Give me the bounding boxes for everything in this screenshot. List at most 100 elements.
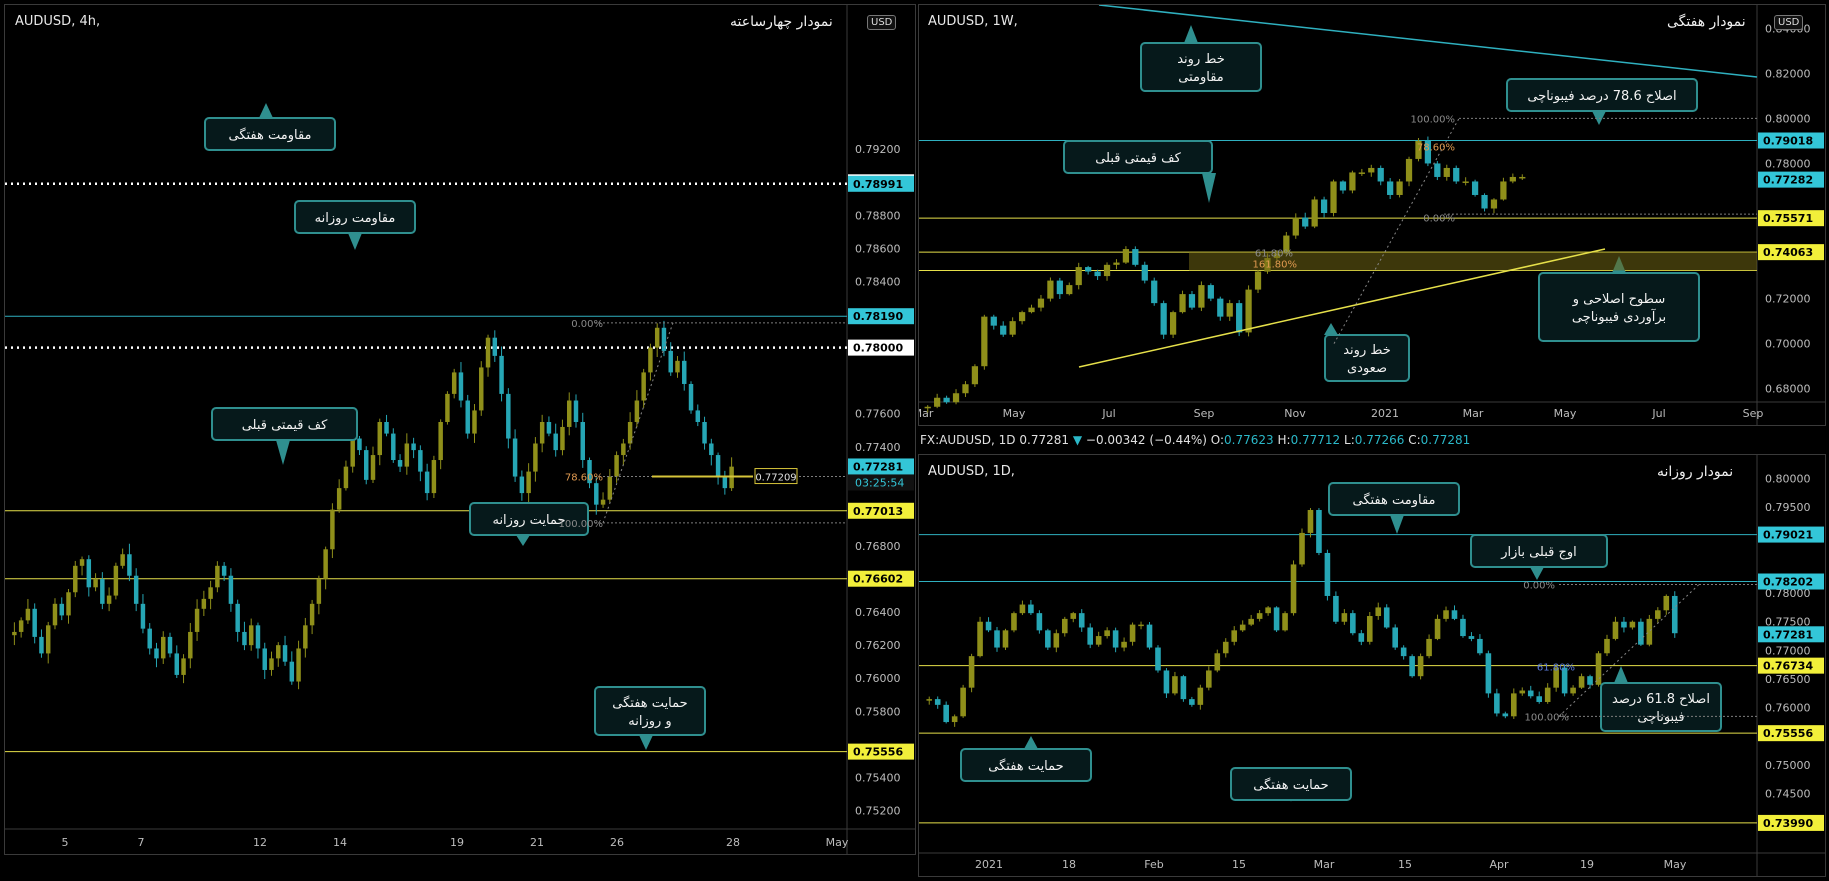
callout[interactable]: مقاومت هفتگی bbox=[204, 103, 336, 151]
callout-text: خط روند bbox=[1177, 52, 1225, 67]
candle-body bbox=[943, 397, 950, 403]
candle-body bbox=[296, 648, 301, 682]
currency-badge-1w[interactable]: USD bbox=[1774, 15, 1804, 30]
callout[interactable]: حمایت هفتگی bbox=[1230, 767, 1352, 802]
candle-body bbox=[1037, 298, 1045, 308]
candle-body bbox=[1595, 653, 1602, 685]
chart-panel-4h[interactable]: 0.79200 0.78800 0.78600 0.78400 0.77600 0.774… bbox=[4, 4, 916, 855]
candle-body bbox=[1358, 172, 1365, 174]
chart-1w-name: نمودار هفتگی bbox=[1667, 14, 1746, 30]
x-tick-label: May bbox=[1664, 858, 1687, 871]
chart-4h-svg[interactable]: 0.79200 0.78800 0.78600 0.78400 0.77600 0.774… bbox=[5, 5, 915, 854]
candle-body bbox=[1095, 636, 1102, 645]
candle-body bbox=[1477, 638, 1483, 654]
candle-body bbox=[1019, 604, 1026, 614]
candle-body bbox=[161, 636, 166, 659]
chart-1d-title: AUDUSD, 1D, bbox=[928, 464, 1015, 479]
candle-body bbox=[1527, 690, 1534, 697]
candle-body bbox=[1207, 285, 1214, 299]
chart-1w-svg[interactable]: 0.840000.820000.800000.780000.720000.700… bbox=[919, 5, 1825, 425]
callout-pointer bbox=[1184, 25, 1198, 43]
candle-body bbox=[181, 658, 186, 675]
candle-body bbox=[59, 603, 64, 616]
callout[interactable]: اصلاح 78.6 درصد فیبوناچی bbox=[1506, 78, 1698, 125]
callout-text: صعودی bbox=[1347, 361, 1387, 376]
candle-body bbox=[1078, 613, 1085, 628]
candle-body bbox=[1638, 621, 1644, 645]
candle-body bbox=[154, 648, 159, 659]
callout[interactable]: حمایت روزانه bbox=[469, 502, 589, 546]
y-tick-label: 0.76200 bbox=[855, 639, 901, 652]
callout[interactable]: کف قیمتی قبلی bbox=[1063, 140, 1216, 203]
chart-1d-svg[interactable]: 0.80000 0.79500 0.78000 0.77500 0.77000 0.765… bbox=[919, 455, 1825, 876]
callout[interactable]: اصلاح 61.8 درصد فیبوناچی bbox=[1600, 666, 1722, 732]
candle-body bbox=[1663, 595, 1670, 611]
candle-body bbox=[364, 450, 369, 480]
fib-value-label: 0.77209 bbox=[755, 473, 796, 484]
chart-4h-name: نمودار چهارساعته bbox=[730, 14, 833, 30]
fib-label-786: 78.60% bbox=[1417, 143, 1455, 154]
callout[interactable]: کف قیمتی قبلی bbox=[211, 407, 358, 465]
y-tick-label: 0.75000 bbox=[1765, 759, 1811, 772]
candle-body bbox=[32, 608, 37, 637]
candle-body bbox=[985, 621, 992, 631]
callout[interactable]: مقاومت هفتگی bbox=[1328, 482, 1460, 534]
candle-body bbox=[282, 645, 288, 662]
candle-body bbox=[309, 603, 315, 626]
currency-badge-4h[interactable]: USD bbox=[867, 15, 897, 30]
candle-body bbox=[1056, 280, 1063, 295]
callout[interactable]: حمایت هفتگی و روزانه bbox=[594, 686, 706, 750]
candle-body bbox=[1239, 624, 1246, 631]
candle-body bbox=[1320, 199, 1328, 214]
candle-body bbox=[1155, 647, 1161, 671]
callout[interactable]: خط روند مقاومتی bbox=[1140, 25, 1262, 92]
chart-panel-1d[interactable]: 0.80000 0.79500 0.78000 0.77500 0.77000 0.765… bbox=[918, 454, 1826, 877]
candle-body bbox=[228, 575, 234, 604]
candle-body bbox=[1511, 693, 1517, 717]
candle-body bbox=[188, 631, 193, 659]
candle-body bbox=[86, 559, 92, 588]
candle-body bbox=[1151, 280, 1158, 304]
candle-body bbox=[1629, 621, 1636, 628]
candle-body bbox=[1485, 653, 1492, 694]
callout-pointer bbox=[516, 535, 530, 546]
x-tick-label: Apr bbox=[1489, 858, 1509, 871]
candle-body bbox=[1217, 298, 1224, 317]
callout-text: حمایت هفتگی bbox=[612, 695, 687, 711]
x-tick-label: 2021 bbox=[1371, 407, 1399, 420]
candle-body bbox=[1519, 176, 1526, 179]
candle-body bbox=[316, 579, 322, 604]
candle-body bbox=[350, 438, 355, 467]
candle-body bbox=[208, 587, 213, 599]
ohlc-low: 0.77266 bbox=[1354, 433, 1405, 447]
candle-body bbox=[621, 443, 626, 456]
candle-body bbox=[1443, 167, 1450, 177]
price-tag bbox=[1758, 573, 1824, 590]
candle-body bbox=[934, 699, 941, 705]
candle-body bbox=[1087, 627, 1093, 645]
callout[interactable]: خط روند صعودی bbox=[1324, 323, 1410, 382]
candle-body bbox=[1671, 595, 1678, 634]
callout-box bbox=[469, 502, 589, 536]
candle-body bbox=[1405, 158, 1413, 182]
candle-body bbox=[715, 455, 721, 477]
chart-panel-1w[interactable]: 0.840000.820000.800000.780000.720000.700… bbox=[918, 4, 1826, 426]
candle-body bbox=[120, 554, 125, 566]
candle-body bbox=[276, 645, 281, 659]
candle-body bbox=[255, 625, 261, 649]
callout-text: اصلاح 61.8 درصد bbox=[1612, 692, 1710, 707]
callout-text: مقاومت هفتگی bbox=[1352, 492, 1435, 508]
price-tag bbox=[1758, 657, 1824, 674]
candle-body bbox=[1000, 325, 1007, 335]
candle-body bbox=[1339, 181, 1347, 191]
candle-body bbox=[12, 631, 17, 636]
candle-body bbox=[709, 443, 714, 456]
callout-box bbox=[1063, 140, 1213, 174]
callout[interactable]: حمایت هفتگی bbox=[960, 736, 1092, 782]
candle-body bbox=[1231, 630, 1238, 642]
candle-body bbox=[1245, 289, 1252, 333]
callout[interactable]: اوج قبلی بازار bbox=[1470, 534, 1608, 580]
candle-body bbox=[539, 422, 545, 444]
x-tick-label: Mar bbox=[1314, 858, 1335, 871]
callout[interactable]: مقاومت روزانه bbox=[294, 200, 416, 250]
